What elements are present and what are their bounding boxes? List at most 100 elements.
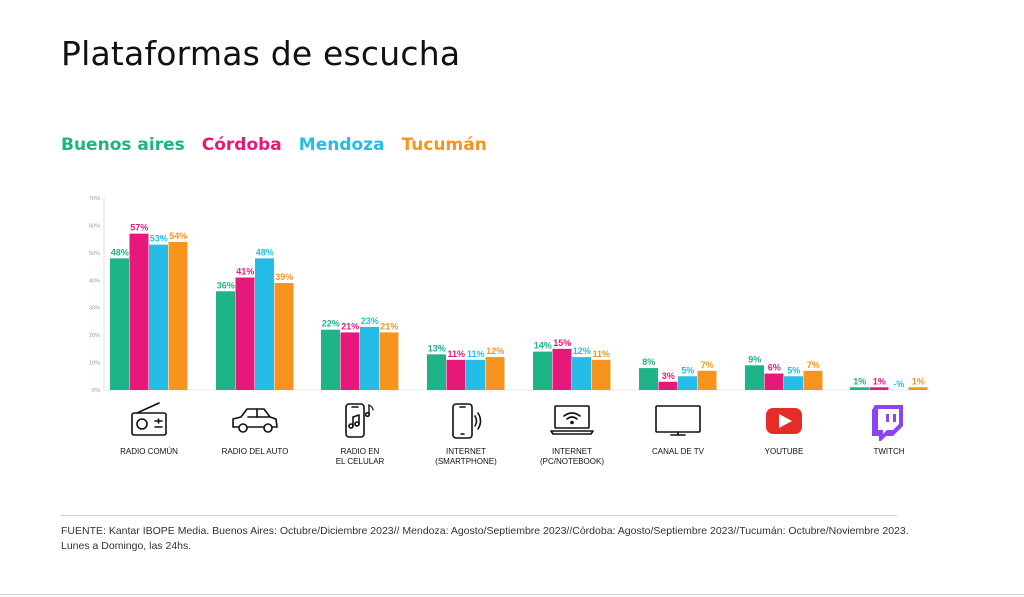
twitch-icon [872,405,903,441]
bar-value-label: 11% [592,349,610,359]
bar [168,241,188,390]
category-label: RADIO DEL AUTO [222,447,289,456]
bar [784,376,803,390]
radio-icon [131,402,167,436]
bar-value-label: 7% [701,360,714,370]
bar [110,258,129,390]
category-label: EL CELULAR [336,457,385,466]
y-tick-label: 40% [89,278,100,284]
y-tick-label: 50% [89,251,100,257]
bar-value-label: 48% [111,247,129,257]
bar-value-label: 9% [748,354,761,364]
tv-icon [655,405,701,436]
bar [572,357,591,390]
bar [360,326,379,390]
category-label: RADIO EN [341,447,380,456]
category-label: TWITCH [873,447,904,456]
bar-value-label: 57% [130,223,148,233]
source-line-2: Lunes a Domingo, las 24hs. [61,540,192,552]
bar-value-label: 21% [341,321,359,331]
bar [908,387,928,390]
bar [485,357,505,390]
category-label: RADIO COMÚN [120,447,178,456]
bar-value-label: 5% [787,365,800,375]
y-tick-label: 30% [89,306,100,312]
bar-value-label: 12% [486,346,504,356]
y-tick-label: 10% [89,361,100,367]
bar [129,233,149,390]
bar-value-label: 54% [169,231,187,241]
smartphone-icon [452,403,482,439]
bar [274,283,294,390]
car-icon [232,408,278,433]
legend-item-mendoza: Mendoza [298,135,385,155]
bar-value-label: 5% [681,365,694,375]
bar [149,244,168,390]
bar-value-label: 1% [873,376,886,386]
bar-value-label: 11% [447,349,465,359]
bar [869,387,889,390]
bar-value-label: 39% [275,272,293,282]
bar [850,387,869,390]
bar-value-label: 13% [428,343,446,353]
bar-value-label: 8% [642,357,655,367]
bar [552,348,572,390]
bar [216,291,235,390]
phone-music-icon [345,403,374,438]
chart-legend: Buenos aires Córdoba Mendoza Tucumán [61,135,487,155]
youtube-icon [766,408,802,434]
category-label: (SMARTPHONE) [435,457,497,466]
bar-value-label: 14% [534,341,552,351]
bar [533,351,552,390]
bar [697,370,717,390]
laptop-wifi-icon [550,405,594,435]
page-title: Plataformas de escucha [61,34,461,73]
bar [639,368,658,390]
category-label: CANAL DE TV [652,447,705,456]
legend-item-cordoba: Córdoba [201,135,282,155]
bar-value-label: 1% [853,376,866,386]
divider [61,515,897,516]
category-label: INTERNET [446,447,486,456]
bar [745,365,764,390]
bar-value-label: 21% [380,321,398,331]
category-label: YOUTUBE [765,447,804,456]
bar [764,373,784,390]
bar [255,258,274,390]
bar-chart: 0% 10% 20% 30% 40% 50% 60% 70% 48% 57%53% 54% RADIO… [89,196,930,466]
y-tick-label: 20% [89,333,100,339]
category-label: (PC/NOTEBOOK) [540,457,604,466]
bottom-rule [0,594,1024,595]
bar-value-label: 48% [256,247,274,257]
bar [446,359,466,390]
bar [678,376,697,390]
bar [235,277,255,390]
bar-value-label: -% [893,379,904,389]
bar [427,354,446,390]
bar [803,370,823,390]
bar-value-label: 22% [322,319,340,329]
bar-value-label: 11% [467,349,485,359]
bar-value-label: 6% [768,363,781,373]
bar [379,332,399,390]
bar [340,332,360,390]
category-label: INTERNET [552,447,592,456]
bar [321,329,340,390]
bar-value-label: 41% [236,267,254,277]
bar-value-label: 12% [573,346,591,356]
bar-value-label: 1% [912,376,925,386]
bar-value-label: 53% [150,234,168,244]
bar-value-label: 15% [553,338,571,348]
bar [466,359,485,390]
bar [591,359,611,390]
bar-value-label: 7% [807,360,820,370]
y-tick-label: 70% [89,196,100,202]
y-tick-label: 0% [92,388,100,394]
source-line-1: FUENTE: Kantar IBOPE Media. Buenos Aires… [61,525,909,537]
y-tick-label: 60% [89,223,100,229]
source-note: FUENTE: Kantar IBOPE Media. Buenos Aires… [61,524,961,554]
bar-value-label: 23% [361,316,379,326]
bar-value-label: 3% [662,371,675,381]
bar [658,381,678,390]
legend-item-tucuman: Tucumán [401,135,487,155]
